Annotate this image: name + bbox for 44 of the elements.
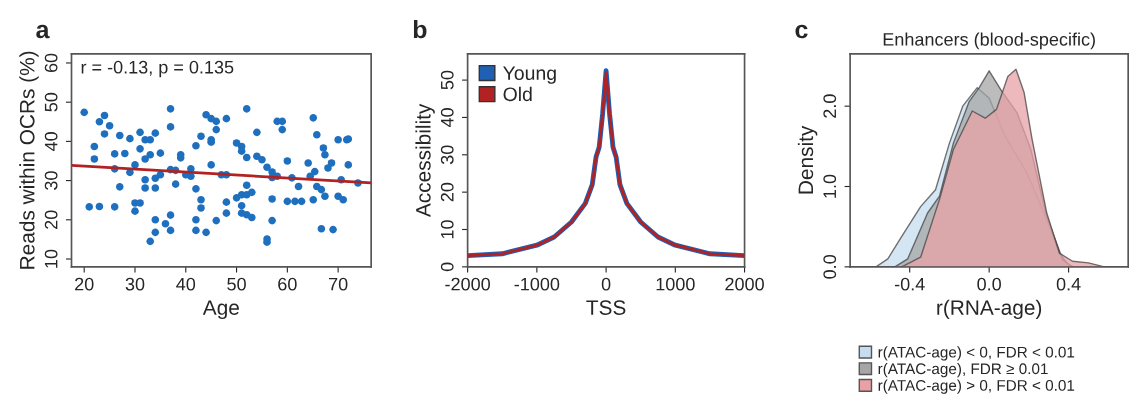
x-tick-label: 50 [227, 277, 246, 291]
text: b [413, 20, 427, 39]
y-tick-label: 60 [44, 53, 58, 73]
y-tick-label: 30 [440, 145, 454, 165]
y-tick-label: 20 [440, 182, 454, 202]
legend-label: r(ATAC-age) > 0, FDR < 0.01 [878, 379, 1075, 394]
y-tick-label: 40 [44, 132, 58, 152]
x-tick-label: 2000 [725, 277, 764, 291]
x-axis-title: r(RNA-age) [937, 299, 1042, 320]
y-tick-label: 10 [44, 249, 58, 268]
text: c [795, 24, 808, 39]
legend-label: r(ATAC-age) < 0, FDR < 0.01 [878, 346, 1075, 361]
x-axis-title: Age [202, 300, 239, 320]
y-tick-label: 2.0 [823, 94, 837, 118]
y-tick-label: 50 [44, 92, 58, 112]
legend-label: Young [503, 66, 556, 84]
y-tick-label: 50 [440, 70, 454, 90]
y-tick-label: 20 [44, 210, 58, 229]
x-tick-label: -2000 [445, 277, 491, 291]
annotation: r = -0.13, p = 0.135 [81, 60, 234, 78]
y-axis-title: Reads within OCRs (%) [19, 51, 39, 269]
x-tick-label: 40 [176, 277, 196, 291]
x-tick-label: 0.0 [977, 277, 1001, 291]
x-tick-label: 0 [601, 277, 611, 291]
y-tick-label: 0 [440, 262, 454, 272]
chart-title: Enhancers (blood-specific) [883, 32, 1095, 50]
x-tick-label: 60 [278, 277, 297, 291]
legend-label: Old [503, 86, 532, 102]
y-tick-label: 30 [44, 171, 58, 190]
x-tick-label: 0.4 [1056, 277, 1081, 291]
x-tick-label: 30 [125, 277, 145, 291]
y-tick-label: 10 [440, 220, 454, 239]
y-axis-title: Density [797, 125, 818, 194]
y-tick-label: 1.0 [823, 174, 837, 198]
x-tick-label: -1000 [514, 277, 560, 291]
x-tick-label: 70 [329, 277, 348, 291]
text: a [36, 24, 50, 39]
x-axis-title: TSS [586, 300, 626, 315]
x-tick-label: 1000 [656, 277, 695, 291]
legend-label: r(ATAC-age), FDR ≥ 0.01 [878, 362, 1048, 378]
x-tick-label: 20 [75, 277, 94, 291]
y-axis-title: Accessibility [415, 103, 435, 218]
y-tick-label: 40 [440, 108, 454, 128]
x-tick-label: -0.4 [894, 277, 925, 291]
